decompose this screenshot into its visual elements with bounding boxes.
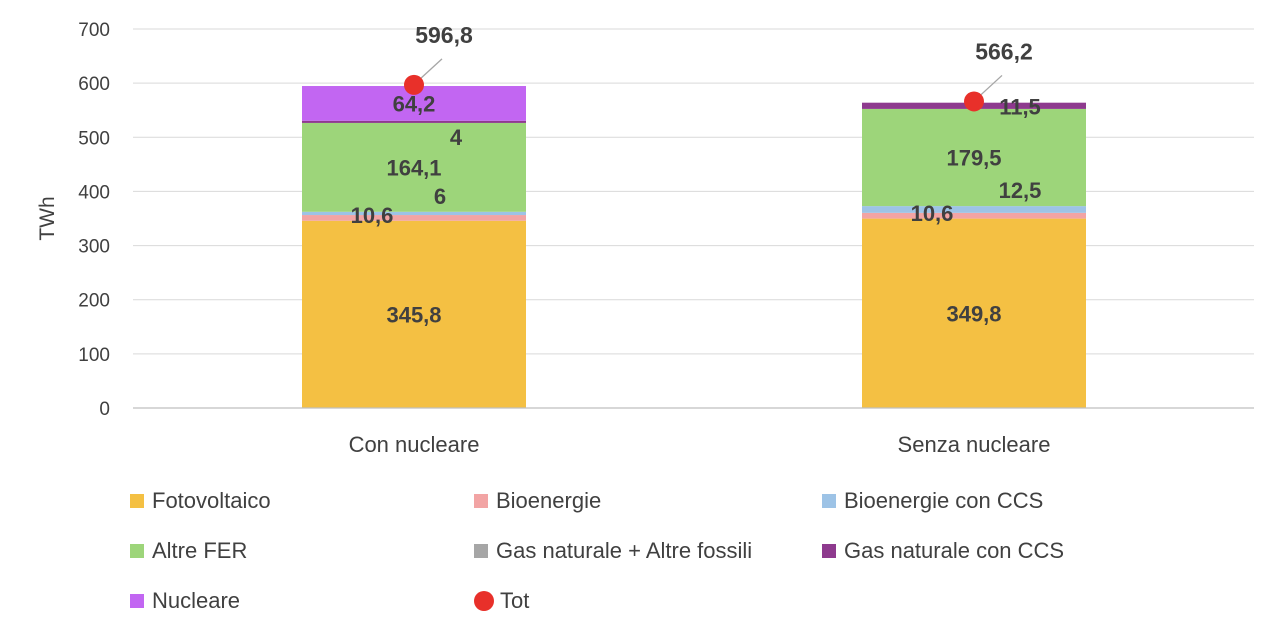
legend-swatch [822,494,836,508]
y-tick-label: 700 [78,20,110,41]
data-label: 64,2 [393,91,436,116]
legend-item: Nucleare [130,586,240,616]
legend: Fotovoltaico Bioenergie Bioenergie con CCS… [0,478,1280,638]
y-tick-label: 600 [78,74,110,95]
legend-swatch [822,544,836,558]
legend-item: Tot [474,586,529,616]
chart-svg: 345,8 10,6 6 164,1 4 64,2 349,8 10,6 12,5 179,5 11… [36,20,1254,457]
x-category-label: Con nucleare [349,432,480,457]
bar-segment [302,120,526,123]
bar-segment [302,215,526,221]
legend-swatch [474,544,488,558]
y-tick-label: 0 [99,399,110,420]
y-axis-label: TWh [36,196,59,240]
legend-label: Gas naturale + Altre fossili [496,538,753,563]
total-leader-line [417,58,443,82]
legend-swatch [130,494,144,508]
legend-label: Bioenergie [496,488,602,513]
legend-item: Bioenergie [474,486,601,516]
total-label: 566,2 [975,38,1033,64]
x-category-label: Senza nucleare [898,432,1051,457]
legend-marker-dot [474,591,494,611]
legend-swatch [474,494,488,508]
legend-label: Gas naturale con CCS [844,538,1065,563]
legend-item: Fotovoltaico [130,486,271,516]
data-labels: 345,8 10,6 6 164,1 4 64,2 349,8 10,6 12,5 179,5 11… [351,22,1042,328]
data-label: 6 [434,184,446,209]
bar-segment [862,108,1086,207]
y-tick-label: 400 [78,182,110,203]
bar-segment [862,212,1086,219]
data-label: 10,6 [911,201,954,226]
y-tick-label: 200 [78,291,110,312]
data-label: 179,5 [946,146,1001,171]
legend-label: Fotovoltaico [152,488,271,513]
data-label: 4 [450,125,463,150]
legend-item: Gas naturale + Altre fossili [474,536,752,566]
total-leader-line [977,74,1003,98]
total-marker [964,91,984,112]
legend-item: Altre FER [130,536,247,566]
bar-segment [302,211,526,216]
y-tick-label: 300 [78,237,110,258]
data-label: 164,1 [386,155,441,180]
stacked-bar-chart: 345,8 10,6 6 164,1 4 64,2 349,8 10,6 12,5 179,5 11… [36,20,1254,457]
axes: 0 100 200 300 400 500 600 700 TWh Con nucleare Sen… [36,20,1254,457]
legend-swatch [130,594,144,608]
data-label: 345,8 [386,302,441,327]
y-tick-label: 500 [78,128,110,149]
bar-segment [302,122,526,212]
bar-segment [862,218,1086,408]
bar-segment [862,206,1086,213]
legend-item: Bioenergie con CCS [822,486,1043,516]
data-label: 12,5 [999,178,1042,203]
data-label: 349,8 [946,301,1001,326]
legend-label: Altre FER [152,538,248,563]
bar-segment [302,220,526,408]
bars [302,86,1086,408]
legend-item: Gas naturale con CCS [822,536,1064,566]
legend-swatch [130,544,144,558]
total-label: 596,8 [415,22,473,48]
legend-label: Bioenergie con CCS [844,488,1044,513]
total-marker [404,74,424,95]
legend-label: Nucleare [152,588,241,613]
data-label: 10,6 [351,203,394,228]
y-tick-label: 100 [78,345,110,366]
legend-label: Tot [500,588,530,613]
data-label: 11,5 [999,95,1041,120]
